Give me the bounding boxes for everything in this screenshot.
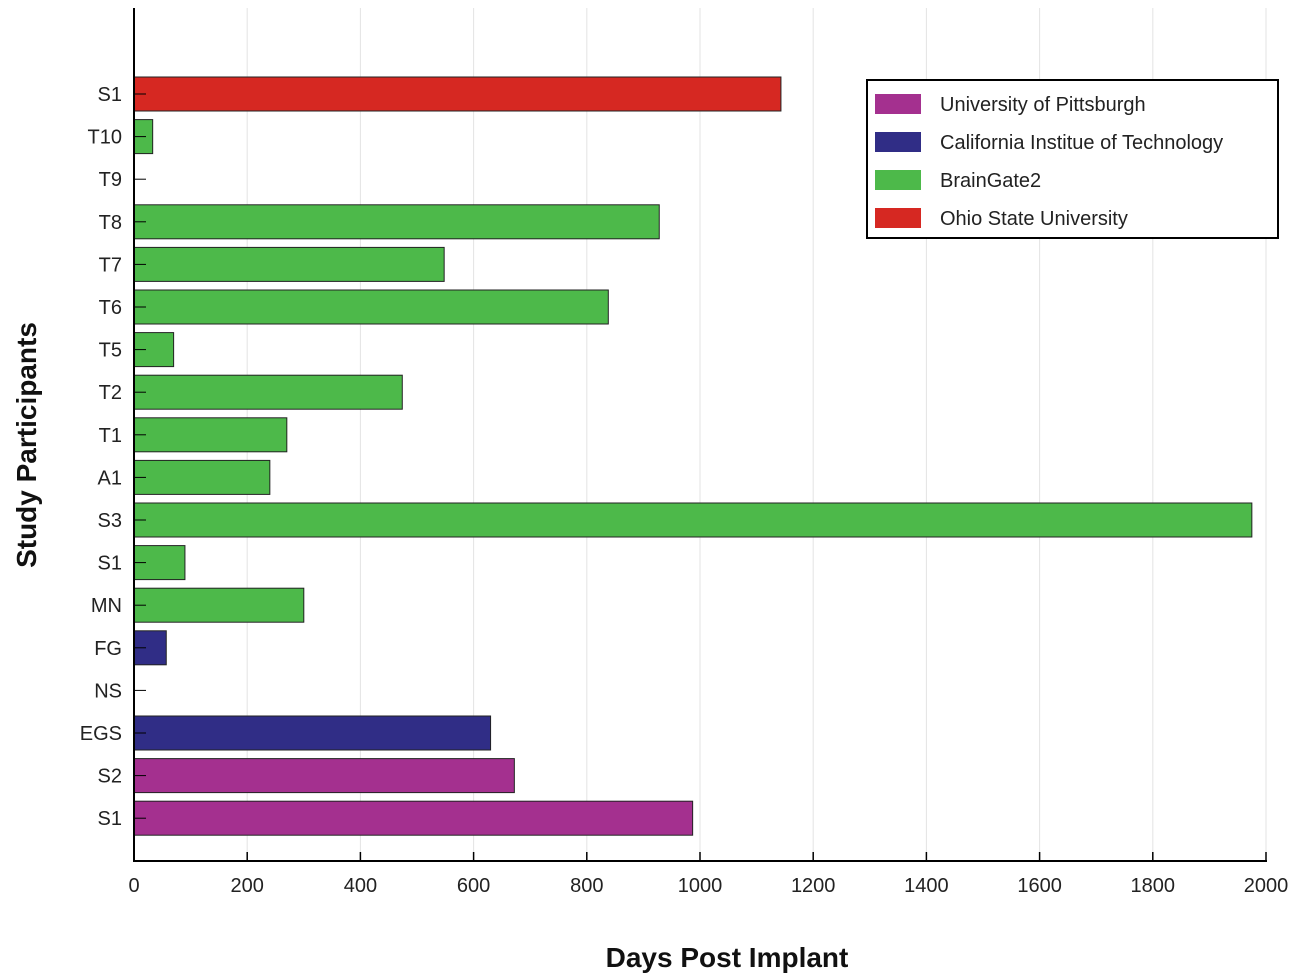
y-tick-label: T1 [99, 425, 122, 447]
y-tick-label: A1 [98, 467, 122, 489]
bar [133, 502, 1253, 538]
y-axis-title: Study Participants [11, 322, 42, 568]
y-tick-label: FG [94, 638, 122, 660]
x-tick-label: 800 [570, 875, 603, 897]
x-tick-label: 1200 [791, 875, 836, 897]
y-tick-label: S1 [98, 808, 122, 830]
legend-swatch [875, 94, 921, 114]
x-tick-label: 0 [128, 875, 139, 897]
legend-label: Ohio State University [940, 208, 1128, 230]
bar [133, 246, 445, 282]
y-tick-label: T9 [99, 169, 122, 191]
legend: University of Pittsburgh California Insti… [866, 79, 1279, 239]
y-tick-label: T7 [99, 254, 122, 276]
y-tick-label: MN [91, 595, 122, 617]
bar [133, 715, 492, 751]
x-tick-label: 400 [344, 875, 377, 897]
legend-swatch [875, 208, 921, 228]
x-tick-label: 1400 [904, 875, 949, 897]
bar [133, 800, 694, 836]
bar [133, 417, 288, 453]
y-tick-label: T10 [88, 127, 122, 149]
bar [133, 758, 515, 794]
x-tick-label: 200 [231, 875, 264, 897]
y-tick-label: S3 [98, 510, 122, 532]
x-tick-label: 1800 [1131, 875, 1176, 897]
bar [133, 587, 305, 623]
bar [133, 459, 271, 495]
x-axis-title: Days Post Implant [606, 942, 849, 973]
y-tick-labels: S1 T10 T9 T8 T7 T6 T5 T2 T1 A1 S3 S1 MN FG NS EGS S2 S1 [80, 84, 146, 830]
x-tick-label: 600 [457, 875, 490, 897]
legend-box [866, 79, 1279, 239]
y-tick-label: EGS [80, 723, 122, 745]
x-tick-label: 1600 [1017, 875, 1062, 897]
x-tick-labels: 0 200 400 600 800 1000 1200 1400 1600 1800 2000 [128, 852, 1288, 897]
x-tick-label: 1000 [678, 875, 723, 897]
y-tick-label: S1 [98, 84, 122, 106]
y-tick-label: T2 [99, 382, 122, 404]
bar [133, 289, 609, 325]
legend-swatch [875, 132, 921, 152]
bar [133, 76, 782, 112]
legend-label: California Institue of Technology [940, 132, 1223, 154]
bar [133, 204, 660, 240]
bar [133, 374, 403, 410]
legend-label: University of Pittsburgh [940, 94, 1146, 116]
y-tick-label: NS [94, 680, 122, 702]
y-tick-label: T8 [99, 212, 122, 234]
legend-swatch [875, 170, 921, 190]
x-tick-label: 2000 [1244, 875, 1289, 897]
y-tick-label: S1 [98, 553, 122, 575]
y-tick-label: T5 [99, 340, 122, 362]
y-tick-label: T6 [99, 297, 122, 319]
y-tick-label: S2 [98, 766, 122, 788]
legend-label: BrainGate2 [940, 170, 1041, 192]
bars [133, 76, 1253, 836]
